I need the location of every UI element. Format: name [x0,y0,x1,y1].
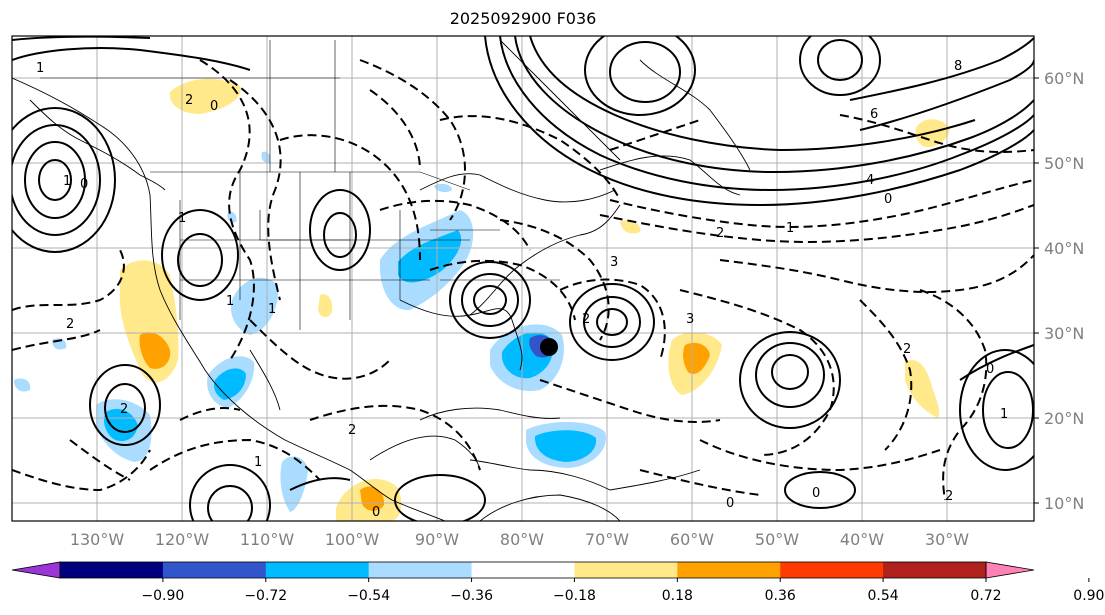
lat-label: 50°N [1044,154,1084,173]
contour-label: 2 [120,402,128,417]
negative-shade-area [534,430,597,462]
positive-shade-area [620,220,641,234]
lon-label: 70°W [585,530,629,549]
lon-label: 30°W [925,530,969,549]
colorbar-tick-label: −0.72 [244,588,287,604]
colorbar-bin [574,562,678,578]
colorbar-extend-high [985,561,1035,579]
negative-shade-area [280,456,308,512]
lon-label: 100°W [325,530,380,549]
positive-shade-area [169,78,241,114]
contour-label: 0 [726,496,734,511]
contour-label: 0 [372,505,380,520]
dashed-contours [12,59,1034,501]
contour-label: 2 [582,312,590,327]
negative-shade-area [230,277,279,335]
positive-shade-area [139,332,171,369]
positive-shade-area [915,119,950,148]
lon-label: 40°W [840,530,884,549]
negative-shade-area [434,183,452,193]
contour-label: 1 [786,221,794,236]
lon-label: 90°W [415,530,459,549]
negative-shade-area [104,408,138,442]
contour-label: 1 [63,174,71,189]
contour-label: 2 [945,489,953,504]
negative-shade-area [398,230,462,283]
positive-shade-area [318,294,333,318]
contour-label: 2 [185,93,193,108]
positive-shade-area [905,360,940,418]
colorbar-bin [162,562,267,578]
colorbar-bin [883,562,987,578]
colorbar: −0.90 −0.72 −0.54 −0.36 −0.18 0.18 0.36 0.54 0.7… [11,561,1104,604]
contour-label: 2 [716,226,724,241]
colorbar-bin [471,562,575,578]
contour-label: 2 [348,423,356,438]
lon-label: 120°W [155,530,210,549]
solid-contours [12,36,1034,521]
chart-title: 2025092900 F036 [449,9,597,28]
colorbar-tick-label: 0.18 [662,588,693,604]
contour-label: 0 [210,99,218,114]
contour-label: 3 [686,312,694,327]
positive-shade-area [360,486,385,511]
contour-label: 3 [610,255,618,270]
contour-label: 2 [66,317,74,332]
contour-label: 1 [178,211,186,226]
colorbar-tick-label: −0.90 [141,588,184,604]
colorbar-bin [780,562,884,578]
contour-label: 1 [268,302,276,317]
colorbar-tick-label: −0.18 [553,588,596,604]
colorbar-tick-label: 0.72 [970,588,1001,604]
colorbar-extend-low [11,561,61,579]
lat-label: 60°N [1044,69,1084,88]
lat-ticks [1034,77,1039,504]
storm-position-marker [540,338,558,356]
contour-label: 6 [870,107,878,122]
lon-label: 50°W [755,530,799,549]
contour-label: 0 [884,192,892,207]
lat-label: 20°N [1044,409,1084,428]
contour-label: 0 [986,362,994,377]
colorbar-bin [677,562,781,578]
contour-labels: 1 2 0 1 1 0 8 6 4 0 2 1 1 2 3 3 2 0 1 1 … [36,59,1008,520]
colorbar-tick-label: 0.54 [868,588,899,604]
negative-shade-area [214,368,246,400]
lat-label: 10°N [1044,494,1084,513]
colorbar-bin [60,562,164,578]
lon-label: 80°W [500,530,544,549]
map-frame [11,35,1035,522]
negative-shade-area [261,151,271,163]
contour-label: 4 [866,173,874,188]
colorbar-tick-label: 0.36 [765,588,796,604]
latitude-labels: 60°N 50°N 40°N 30°N 20°N 10°N [1044,69,1084,513]
colorbar-tick-label: −0.36 [450,588,493,604]
contour-label: 1 [226,294,234,309]
lat-label: 40°N [1044,239,1084,258]
negative-shade-area [227,211,237,223]
political-borders [40,40,560,330]
lon-label: 130°W [70,530,125,549]
colorbar-bin [265,562,370,578]
contour-label: 8 [954,59,962,74]
contour-label: 1 [254,455,262,470]
lon-label: 60°W [670,530,714,549]
contour-label: 0 [812,486,820,501]
positive-shade-area [683,342,710,375]
contour-label: 1 [1000,407,1008,422]
lon-label: 110°W [240,530,295,549]
longitude-labels: 130°W 120°W 110°W 100°W 90°W 80°W 70°W 6… [70,530,969,549]
negative-shade-area [14,378,31,392]
colorbar-tick-label: −0.54 [347,588,390,604]
colorbar-frame [59,561,987,579]
contour-label: 1 [36,61,44,76]
colorbar-tick-label: 0.90 [1073,588,1104,604]
lat-label: 30°N [1044,324,1084,343]
contour-label: 2 [903,342,911,357]
colorbar-bin [368,562,473,578]
contour-label: 0 [80,177,88,192]
